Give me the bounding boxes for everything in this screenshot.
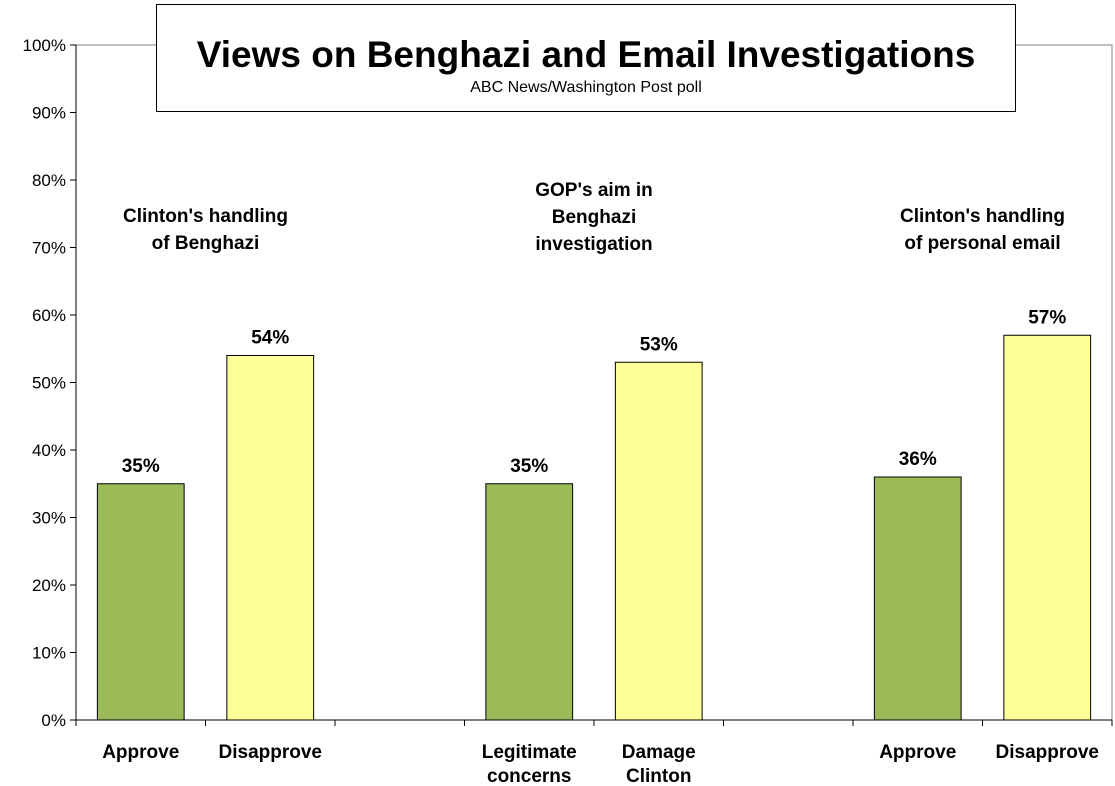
bar [226,355,315,721]
y-tick-label: 50% [32,374,66,393]
data-label: 35% [122,456,160,477]
data-label: 35% [510,456,548,477]
bar [96,483,185,721]
y-tick-label: 60% [32,306,66,325]
x-category-label: Disapprove [996,742,1099,763]
y-tick-label: 10% [32,644,66,663]
y-tick-label: 0% [41,711,66,730]
y-tick-label: 40% [32,441,66,460]
group-label: investigation [535,234,652,255]
group-label: of Benghazi [152,233,260,254]
bar [485,483,574,721]
x-category-label: Approve [879,742,956,763]
x-category-label: Clinton [626,766,691,786]
bar [873,476,962,721]
bar [614,361,703,721]
y-tick-label: 100% [23,36,66,55]
x-category-label: Damage [622,742,696,763]
data-label: 53% [640,334,678,355]
x-category-label: concerns [487,766,571,786]
y-tick-label: 30% [32,509,66,528]
chart-title-box: Views on Benghazi and Email Investigatio… [156,4,1016,112]
y-tick-label: 70% [32,239,66,258]
data-label: 57% [1028,307,1066,328]
x-category-label: Approve [102,742,179,763]
y-tick-label: 80% [32,171,66,190]
chart-subtitle: ABC News/Washington Post poll [470,79,702,96]
bar [1003,334,1092,721]
data-label: 54% [251,328,289,349]
x-category-label: Legitimate [482,742,577,763]
group-label: Clinton's handling [123,206,288,227]
group-label: Benghazi [552,207,636,228]
data-label: 36% [899,449,937,470]
group-label: Clinton's handling [900,206,1065,227]
chart-title: Views on Benghazi and Email Investigatio… [196,34,976,75]
group-label: GOP's aim in [535,180,653,201]
y-tick-label: 20% [32,576,66,595]
y-tick-label: 90% [32,104,66,123]
group-label: of personal email [904,233,1060,254]
x-category-label: Disapprove [219,742,322,763]
